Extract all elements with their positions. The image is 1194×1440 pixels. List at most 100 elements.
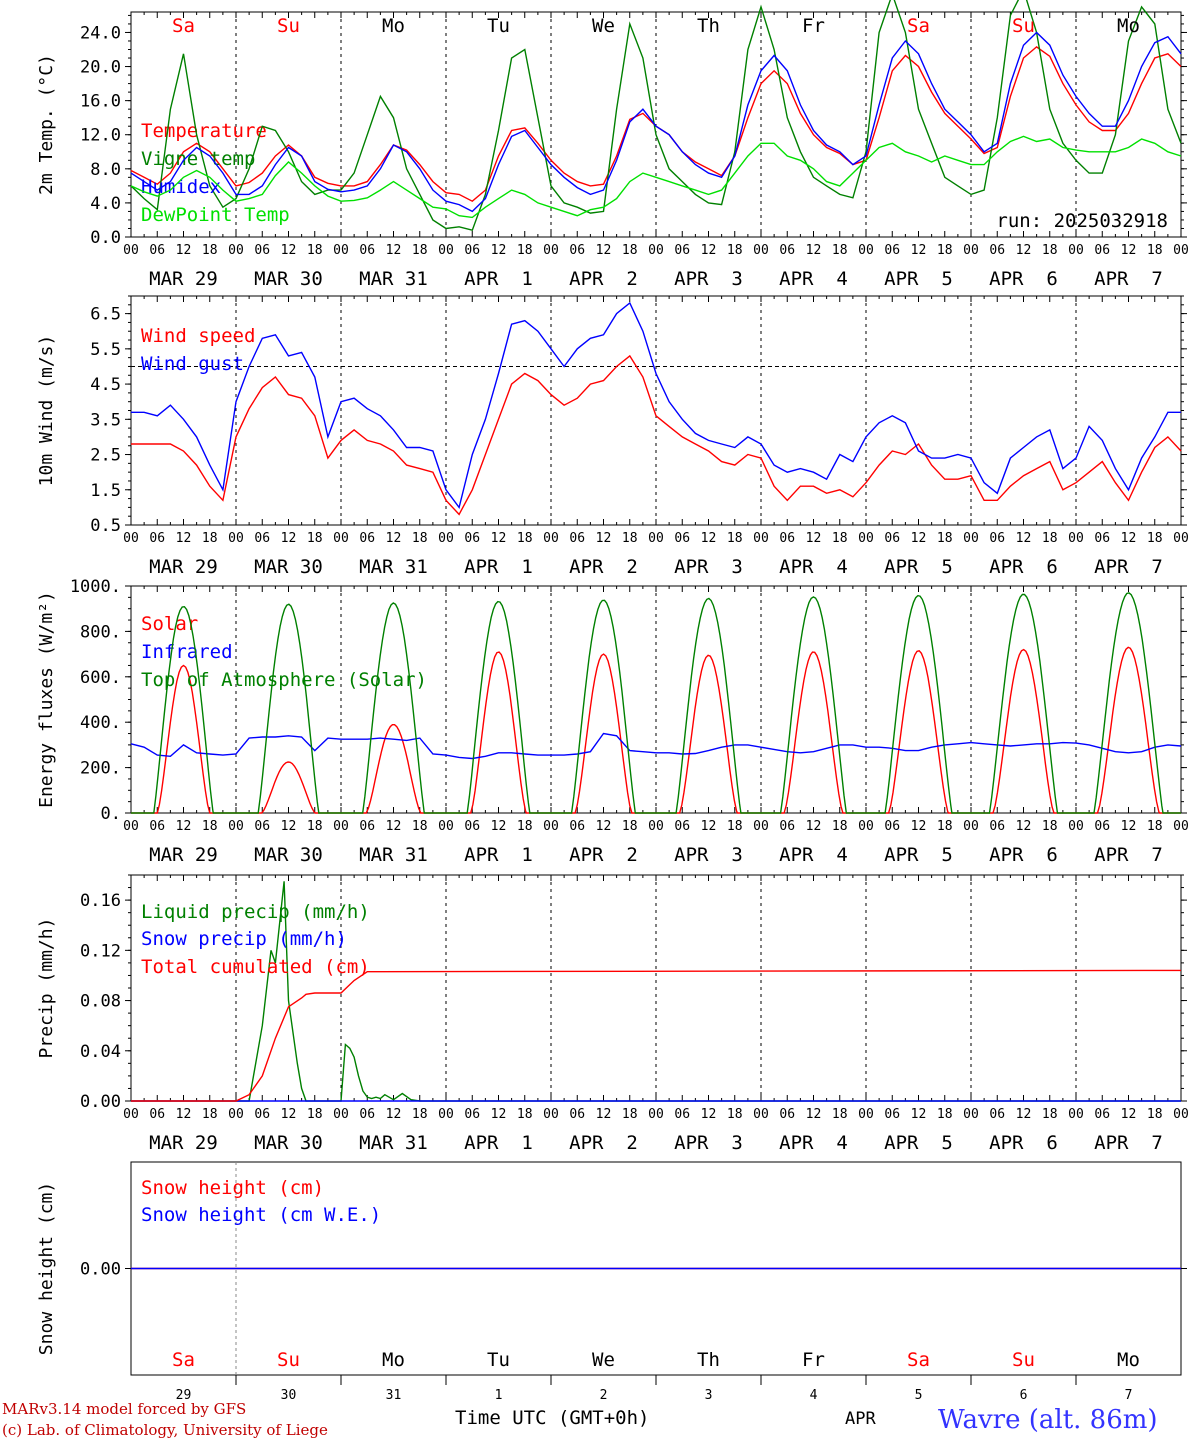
x-hour-label: 12: [491, 243, 507, 258]
y-tick-label: 0.12: [80, 941, 121, 961]
x-hour-label: 12: [176, 243, 192, 258]
legend-entry: DewPoint Temp: [141, 204, 290, 226]
day-number-label: 4: [810, 1388, 818, 1403]
y-tick-label: 800.: [80, 622, 121, 642]
x-hour-label: 06: [989, 1107, 1005, 1122]
x-hour-label: 18: [727, 819, 743, 834]
x-hour-label: 18: [412, 1107, 428, 1122]
x-date-label: APR 3: [674, 556, 743, 578]
x-date-label: APR 1: [464, 844, 533, 866]
x-hour-label: 00: [123, 819, 139, 834]
y-tick-label: 12.0: [80, 126, 121, 146]
x-hour-label: 00: [438, 531, 454, 546]
weekday-label-top: Mo: [1117, 15, 1140, 37]
y-tick-label: 0.: [101, 804, 121, 824]
y-tick-label: 4.5: [90, 375, 121, 395]
x-hour-label: 00: [228, 531, 244, 546]
x-hour-label: 12: [386, 531, 402, 546]
x-date-label: APR 5: [884, 556, 953, 578]
x-date-label: APR 7: [1094, 844, 1163, 866]
x-hour-label: 00: [543, 819, 559, 834]
x-hour-label: 00: [543, 243, 559, 258]
x-date-label: APR 5: [884, 844, 953, 866]
y-tick-label: 0.00: [80, 1092, 121, 1112]
x-hour-label: 06: [149, 1107, 165, 1122]
x-hour-label: 06: [674, 819, 690, 834]
x-hour-label: 00: [753, 531, 769, 546]
weekday-label-bottom: Fr: [802, 1349, 825, 1371]
x-hour-label: 00: [438, 1107, 454, 1122]
x-hour-label: 12: [386, 1107, 402, 1122]
weekday-label-bottom: Mo: [1117, 1349, 1140, 1371]
x-hour-label: 00: [1173, 243, 1189, 258]
y-tick-label: 600.: [80, 668, 121, 688]
x-date-label: APR 2: [569, 1132, 638, 1154]
x-date-label: MAR 31: [359, 1132, 428, 1154]
x-hour-label: 18: [1042, 531, 1058, 546]
x-hour-label: 12: [911, 243, 927, 258]
x-hour-label: 18: [1147, 243, 1163, 258]
weekday-label-bottom: Th: [697, 1349, 720, 1371]
x-hour-label: 00: [543, 1107, 559, 1122]
x-hour-label: 00: [1068, 1107, 1084, 1122]
x-hour-label: 06: [254, 819, 270, 834]
x-date-label: MAR 29: [149, 1132, 218, 1154]
y-tick-label: 0.0: [90, 228, 121, 248]
x-date-label: APR 5: [884, 1132, 953, 1154]
x-hour-label: 18: [1147, 531, 1163, 546]
day-number-label: 5: [915, 1388, 923, 1403]
x-hour-label: 18: [1042, 1107, 1058, 1122]
x-hour-label: 00: [858, 243, 874, 258]
x-hour-label: 12: [596, 1107, 612, 1122]
x-hour-label: 06: [884, 1107, 900, 1122]
x-hour-label: 06: [989, 243, 1005, 258]
x-hour-label: 06: [569, 243, 585, 258]
x-hour-label: 06: [1094, 819, 1110, 834]
x-hour-label: 00: [1068, 531, 1084, 546]
x-hour-label: 00: [1173, 1107, 1189, 1122]
x-date-label: MAR 31: [359, 844, 428, 866]
x-hour-label: 00: [123, 243, 139, 258]
x-date-label: APR 7: [1094, 268, 1163, 290]
x-hour-label: 00: [858, 1107, 874, 1122]
series-line-top-of-atmosphere-solar-: [131, 592, 1181, 814]
day-number-label: 3: [705, 1388, 713, 1403]
x-hour-label: 00: [123, 1107, 139, 1122]
x-hour-label: 00: [963, 1107, 979, 1122]
legend-entry: Wind gust: [141, 353, 244, 375]
panel-1: 0.0 4.0 8.0 12.0 16.0 20.0 24.0 00 06 12 18 MAR 29 0…: [36, 0, 1189, 290]
x-hour-label: 00: [333, 1107, 349, 1122]
legend-entry: Snow height (cm): [141, 1177, 324, 1199]
x-hour-label: 06: [359, 531, 375, 546]
x-hour-label: 18: [517, 243, 533, 258]
x-date-label: APR 1: [464, 1132, 533, 1154]
x-hour-label: 12: [596, 243, 612, 258]
x-hour-label: 00: [648, 1107, 664, 1122]
x-date-label: APR 1: [464, 556, 533, 578]
day-number-label: 30: [281, 1388, 297, 1403]
x-date-label: APR 6: [989, 1132, 1058, 1154]
y-tick-label: 1.5: [90, 481, 121, 501]
y-axis-label: Energy fluxes (W/m²): [36, 591, 57, 808]
weekday-label-top: Su: [277, 15, 300, 37]
x-hour-label: 18: [727, 243, 743, 258]
x-hour-label: 12: [1016, 243, 1032, 258]
panel-3: 0. 200. 400. 600. 800. 1000. 00 06 12 18 MAR 29 00 0…: [36, 577, 1189, 866]
x-hour-label: 18: [1147, 819, 1163, 834]
x-hour-label: 18: [832, 819, 848, 834]
x-date-label: MAR 31: [359, 556, 428, 578]
legend-entry: Solar: [141, 613, 198, 635]
x-hour-label: 06: [884, 531, 900, 546]
x-date-label: MAR 29: [149, 556, 218, 578]
x-hour-label: 18: [517, 531, 533, 546]
x-date-label: MAR 30: [254, 844, 323, 866]
x-hour-label: 12: [1121, 1107, 1137, 1122]
x-hour-label: 06: [464, 819, 480, 834]
weekday-label-top: Sa: [907, 15, 930, 37]
x-hour-label: 00: [858, 531, 874, 546]
x-hour-label: 12: [701, 243, 717, 258]
x-date-label: MAR 30: [254, 556, 323, 578]
x-hour-label: 06: [254, 531, 270, 546]
x-date-label: MAR 30: [254, 268, 323, 290]
